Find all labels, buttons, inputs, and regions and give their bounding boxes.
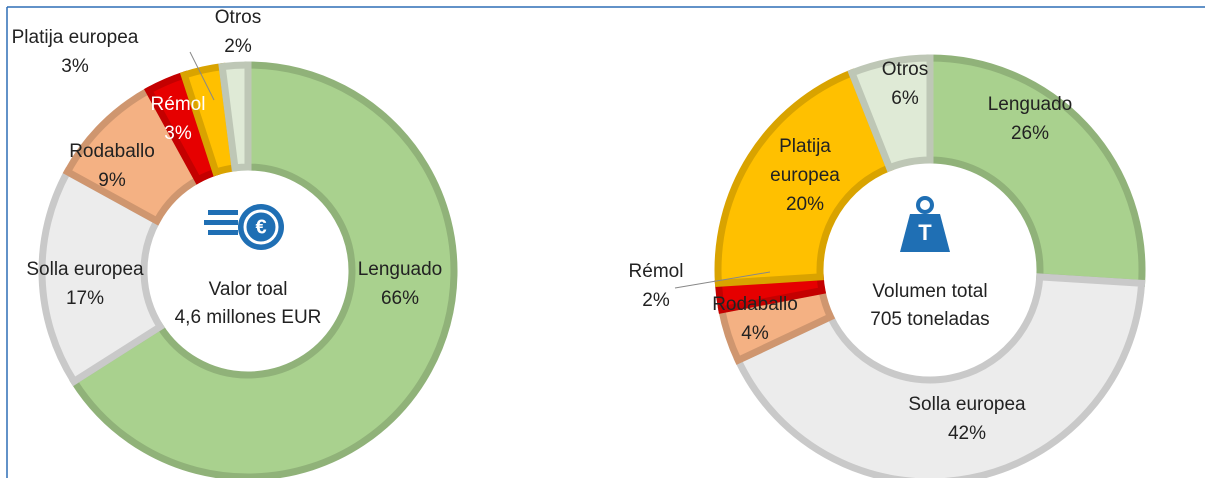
segment-label: Lenguado xyxy=(358,259,443,280)
segment-label: Rodaballo xyxy=(69,141,155,162)
segment-value-label: 20% xyxy=(786,194,824,215)
segment-label: Rémol xyxy=(629,261,684,282)
segment-label: Platija europea xyxy=(770,136,840,186)
segment-label: Platija europea xyxy=(12,27,139,48)
donut-segment xyxy=(733,273,1146,478)
center-label: Valor toal xyxy=(209,279,288,300)
segment-label: Otros xyxy=(882,59,928,80)
donut-segment xyxy=(69,61,458,478)
segment-value-label: 26% xyxy=(1011,123,1049,144)
center-label: 4,6 millones EUR xyxy=(175,307,322,328)
segment-label: Solla europea xyxy=(908,394,1026,415)
segment-label: Rodaballo xyxy=(712,294,798,315)
weight-icon: T xyxy=(900,196,950,252)
center-label: Volumen total xyxy=(872,281,987,302)
segment-value-label: 6% xyxy=(891,88,919,109)
donut-segment xyxy=(714,68,895,288)
segment-label: Otros xyxy=(215,7,261,28)
svg-text:T: T xyxy=(918,220,932,245)
segment-value-label: 3% xyxy=(61,56,89,77)
leader-line xyxy=(674,271,771,289)
segment-label: Lenguado xyxy=(988,94,1073,115)
donut-segment xyxy=(218,61,252,172)
segment-value-label: 2% xyxy=(642,290,670,311)
euro-icon: € xyxy=(204,204,284,250)
segment-label: Solla europea xyxy=(26,259,144,280)
segment-value-label: 4% xyxy=(741,323,769,344)
svg-text:€: € xyxy=(255,216,266,238)
segment-label: Rémol xyxy=(151,94,206,115)
segment-value-label: 42% xyxy=(948,423,986,444)
charts: Lenguado 66% Solla europea 17% Rodaballo 9% Ré… xyxy=(12,7,1146,478)
segment-value-label: 2% xyxy=(224,36,252,57)
donut-segment xyxy=(847,54,934,173)
donut-segment xyxy=(926,54,1146,288)
segment-value-label: 66% xyxy=(381,288,419,309)
segment-value-label: 17% xyxy=(66,288,104,309)
leader-line xyxy=(189,51,215,101)
segment-value-label: 3% xyxy=(164,123,192,144)
center-label: 705 toneladas xyxy=(870,309,989,330)
donut-segment xyxy=(38,167,166,387)
segment-value-label: 9% xyxy=(98,170,126,191)
